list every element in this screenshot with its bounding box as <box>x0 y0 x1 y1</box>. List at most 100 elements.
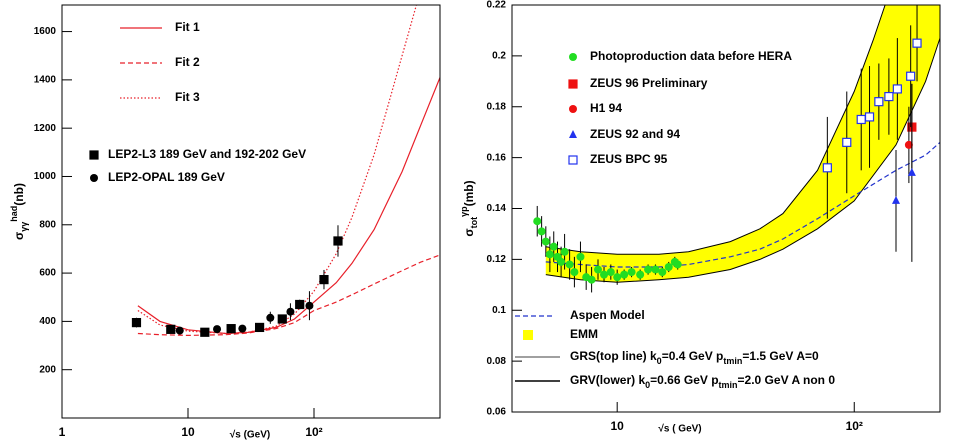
marker <box>549 242 558 251</box>
marker <box>613 273 622 282</box>
legend-label: EMM <box>570 327 598 341</box>
y-tick-label: 0.06 <box>487 407 507 418</box>
marker <box>569 130 577 138</box>
marker <box>166 324 176 334</box>
marker <box>319 275 329 285</box>
y-tick-label: 1200 <box>34 123 57 134</box>
legend-label: LEP2-L3 189 GeV and 192-202 GeV <box>108 147 306 161</box>
y-label-part: γγ <box>19 222 29 232</box>
marker <box>238 324 247 333</box>
legend-label: Fit 3 <box>175 90 200 104</box>
line <box>137 5 417 335</box>
y-tick-label: 0.12 <box>487 254 507 265</box>
marker <box>874 97 884 107</box>
y-label-part: σ <box>462 228 476 236</box>
x-axis-label: √s (GeV) <box>230 430 271 441</box>
marker <box>891 195 900 204</box>
marker <box>295 299 305 310</box>
y-tick-label: 1600 <box>34 26 57 37</box>
x-tick-label: 1 <box>59 425 66 439</box>
marker <box>213 325 222 334</box>
marker <box>560 247 569 256</box>
legend-label: Fit 2 <box>175 55 200 69</box>
band <box>545 5 940 283</box>
marker <box>904 140 913 149</box>
marker <box>286 307 295 316</box>
x-tick-label: 10² <box>846 419 863 433</box>
legend-label: ZEUS 96 Preliminary <box>590 76 708 90</box>
legend-label-part: =0.4 GeV p <box>662 349 724 363</box>
marker <box>226 324 236 334</box>
plot-area <box>131 5 440 337</box>
marker <box>627 268 636 277</box>
marker <box>568 79 578 89</box>
y-label-part: (nb) <box>12 183 26 206</box>
marker <box>884 91 894 102</box>
legend-label: GRV(lower) k0=0.66 GeV ptmin=2.0 GeV A n… <box>570 373 835 390</box>
legend-label-part: tmin <box>719 380 738 390</box>
marker <box>864 112 875 122</box>
marker <box>644 265 653 274</box>
marker <box>570 268 579 277</box>
marker <box>664 263 673 272</box>
y-tick-label: 200 <box>39 364 56 375</box>
marker <box>569 105 577 113</box>
legend-label-part: 0 <box>645 380 650 390</box>
marker <box>537 227 546 236</box>
x-axis-label: √s ( GeV) <box>658 424 701 435</box>
line <box>545 141 940 268</box>
y-label-part: had <box>9 206 19 222</box>
legend-label-part: =2.0 GeV A non 0 <box>738 373 836 387</box>
legend-label: ZEUS BPC 95 <box>590 152 668 166</box>
marker <box>533 217 542 226</box>
legend-label: Aspen Model <box>570 308 645 322</box>
y-tick-label: 0.2 <box>492 51 506 62</box>
marker <box>266 313 275 322</box>
y-tick-label: 400 <box>39 316 56 327</box>
y-label-part: tot <box>469 217 479 229</box>
marker <box>89 150 99 160</box>
marker <box>333 236 343 246</box>
marker <box>541 237 550 246</box>
marker <box>576 252 585 261</box>
marker <box>175 326 184 335</box>
legend-label-part: GRS(top line) k <box>570 349 657 363</box>
marker <box>600 270 609 279</box>
marker <box>545 250 554 259</box>
y-label-part: (mb) <box>462 180 476 206</box>
legend-label: ZEUS 92 and 94 <box>590 127 680 141</box>
legend-label: LEP2-OPAL 189 GeV <box>108 170 225 184</box>
legend-label: H1 94 <box>590 101 622 115</box>
y-label-part: γp <box>459 206 469 217</box>
x-tick-label: 10 <box>181 425 195 439</box>
y-axis-label: σtotγp(mb) <box>459 180 479 236</box>
plot-area <box>533 5 940 293</box>
x-tick-label: 10 <box>611 419 625 433</box>
marker <box>636 270 645 279</box>
legend-label: GRS(top line) k0=0.4 GeV ptmin=1.5 GeV A… <box>570 349 819 366</box>
marker <box>856 114 866 125</box>
marker <box>651 265 660 274</box>
marker <box>305 301 314 310</box>
marker <box>822 163 832 173</box>
y-tick-label: 600 <box>39 268 56 279</box>
marker <box>673 260 682 269</box>
marker <box>131 317 142 328</box>
marker <box>565 260 574 269</box>
marker <box>557 257 566 266</box>
line <box>137 77 440 335</box>
marker <box>892 84 902 94</box>
y-tick-label: 0.1 <box>492 305 506 316</box>
y-axis-label: σγγhad(nb) <box>9 183 29 240</box>
y-tick-label: 1000 <box>34 171 57 182</box>
y-tick-label: 0.16 <box>487 152 507 163</box>
marker <box>594 265 603 274</box>
y-label-part: σ <box>12 232 26 240</box>
y-tick-label: 0.08 <box>487 356 507 367</box>
x-tick-label: 10² <box>305 425 322 439</box>
frame <box>61 4 441 419</box>
y-tick-label: 1400 <box>34 75 57 86</box>
legend-label-part: =1.5 GeV A=0 <box>742 349 819 363</box>
marker <box>620 270 629 279</box>
